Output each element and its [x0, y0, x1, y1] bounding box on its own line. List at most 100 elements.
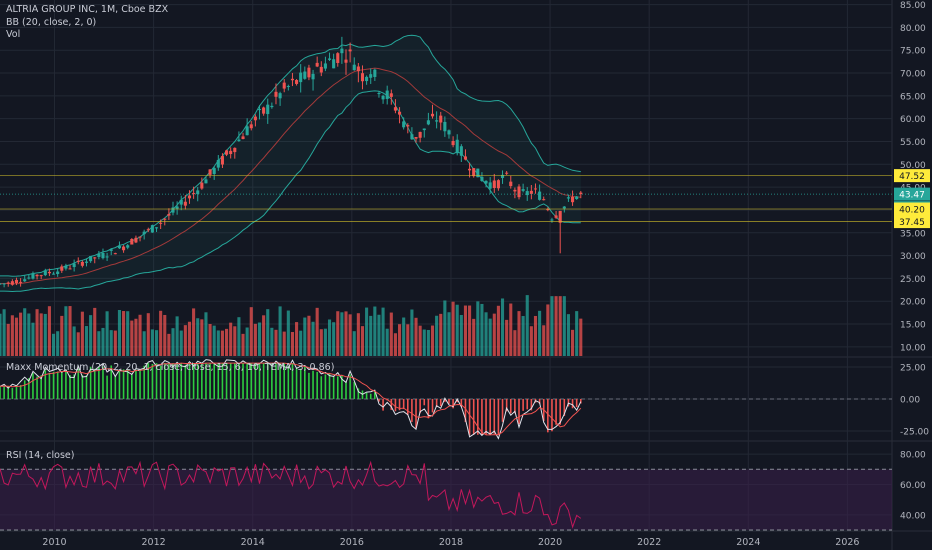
- price-label-text: 40.20: [899, 206, 925, 216]
- volume-bar: [414, 317, 418, 356]
- volume-bar: [64, 306, 68, 356]
- y-tick-label: 0.00: [900, 396, 920, 406]
- candle-body: [249, 124, 253, 129]
- candle-body: [171, 207, 175, 213]
- volume-bar: [435, 315, 439, 356]
- volume-bar: [410, 309, 414, 356]
- candle-body: [179, 199, 183, 205]
- volume-bar: [76, 332, 80, 356]
- volume-bar: [500, 298, 505, 356]
- volume-bar: [340, 312, 344, 356]
- volume-bar: [47, 306, 51, 356]
- momentum-indicator-label[interactable]: Maxx Momentum (20, 2, 20, 1, close, clos…: [6, 362, 335, 373]
- volume-bar: [192, 308, 196, 356]
- volume-bar: [488, 318, 492, 356]
- volume-bar: [529, 326, 533, 356]
- candle-body: [459, 146, 463, 156]
- candle-body: [575, 196, 579, 199]
- rsi-indicator-label[interactable]: RSI (14, close): [6, 450, 75, 461]
- volume-bar: [344, 311, 348, 356]
- candle-body: [262, 107, 266, 114]
- volume-bar: [290, 332, 294, 356]
- candle-body: [286, 86, 290, 88]
- bb-indicator-label[interactable]: BB (20, close, 2, 0): [6, 17, 97, 28]
- bollinger-basis-line: [0, 67, 581, 285]
- candle-body: [451, 140, 455, 146]
- volume-bar: [505, 319, 509, 356]
- y-tick-label: 20.00: [900, 298, 926, 308]
- volume-bar: [187, 321, 192, 356]
- volume-bar: [315, 307, 319, 356]
- volume-bar: [336, 311, 340, 356]
- candle-body: [282, 82, 286, 89]
- candle-body: [538, 191, 542, 200]
- candle-body: [266, 104, 270, 115]
- price-label-text: 37.45: [899, 218, 925, 228]
- candle-body: [52, 273, 56, 275]
- candle-body: [208, 169, 212, 175]
- rsi-line: [0, 460, 582, 529]
- candle-body: [60, 266, 64, 271]
- price-label-bg: [894, 169, 930, 183]
- candle-body: [393, 107, 397, 111]
- y-tick-label: 15.00: [900, 321, 926, 331]
- candle-body: [356, 66, 360, 72]
- volume-bar: [575, 311, 579, 356]
- volume-bar: [538, 310, 542, 356]
- y-tick-label: 80.00: [900, 451, 926, 461]
- volume-bar: [311, 321, 315, 356]
- candle-body: [344, 59, 348, 63]
- volume-bar: [521, 316, 525, 356]
- volume-bar: [225, 328, 229, 356]
- candle-body: [505, 172, 509, 174]
- candle-body: [439, 115, 443, 123]
- candle-body: [550, 219, 554, 221]
- volume-bar: [472, 318, 476, 356]
- price-label-text: 43.47: [899, 191, 925, 201]
- volume-bar: [307, 315, 311, 356]
- candle-body: [365, 76, 369, 82]
- volume-bar: [451, 301, 455, 356]
- y-tick-label: -25.00: [900, 428, 929, 438]
- volume-bar: [319, 329, 323, 356]
- y-tick-label: 50.00: [900, 161, 926, 171]
- volume-bar: [10, 315, 14, 356]
- volume-bar: [352, 331, 356, 356]
- candle-body: [39, 275, 43, 277]
- y-tick-label: 70.00: [900, 70, 926, 80]
- volume-bar: [554, 296, 558, 356]
- volume-bar: [566, 314, 570, 356]
- y-tick-label: 10.00: [900, 343, 926, 353]
- volume-bar: [117, 309, 121, 356]
- price-label-tag: 40.20: [894, 202, 930, 216]
- volume-bar: [237, 317, 241, 356]
- volume-bar: [212, 325, 216, 356]
- volume-bar: [0, 313, 2, 356]
- x-tick-label: 2020: [538, 537, 562, 548]
- volume-bar: [2, 309, 6, 356]
- candle-body: [237, 139, 241, 141]
- candle-body: [183, 201, 187, 206]
- volume-bar: [60, 315, 64, 356]
- candle-body: [56, 271, 60, 275]
- candle-body: [373, 69, 377, 77]
- volume-indicator-label[interactable]: Vol: [6, 29, 21, 40]
- candle-body: [529, 190, 533, 194]
- volume-bar: [109, 330, 113, 356]
- candle-body: [270, 105, 274, 108]
- candle-body: [216, 159, 220, 168]
- volume-bar: [286, 310, 290, 356]
- volume-bar: [562, 296, 566, 356]
- price-label-bg: [894, 202, 930, 216]
- candle-body: [468, 168, 472, 171]
- volume-bar: [323, 328, 327, 356]
- volume-bar: [35, 309, 39, 356]
- candle-body: [233, 147, 237, 153]
- volume-bar: [426, 329, 430, 356]
- volume-bar: [122, 311, 126, 356]
- candle-body: [117, 245, 121, 249]
- candle-body: [542, 199, 546, 201]
- x-tick-label: 2016: [340, 537, 364, 548]
- volume-bar: [270, 327, 274, 356]
